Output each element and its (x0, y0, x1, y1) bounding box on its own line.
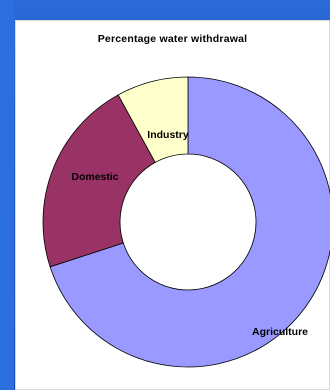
slice-industry (117, 76, 189, 163)
label-domestic: Domestic (71, 171, 118, 183)
slide-left-stripe (0, 0, 14, 390)
slice-domestic (42, 94, 156, 268)
donut-labels: Agriculture Domestic Industry (71, 129, 308, 338)
chart-title: Percentage water withdrawal (97, 33, 248, 45)
donut-chart: Agriculture Domestic Industry (42, 76, 330, 368)
donut-slices (42, 76, 330, 368)
label-agriculture: Agriculture (252, 326, 308, 338)
label-industry: Industry (147, 129, 189, 141)
slice-agriculture (49, 76, 330, 368)
chart-panel: Percentage water withdrawal Agriculture D… (15, 20, 330, 390)
